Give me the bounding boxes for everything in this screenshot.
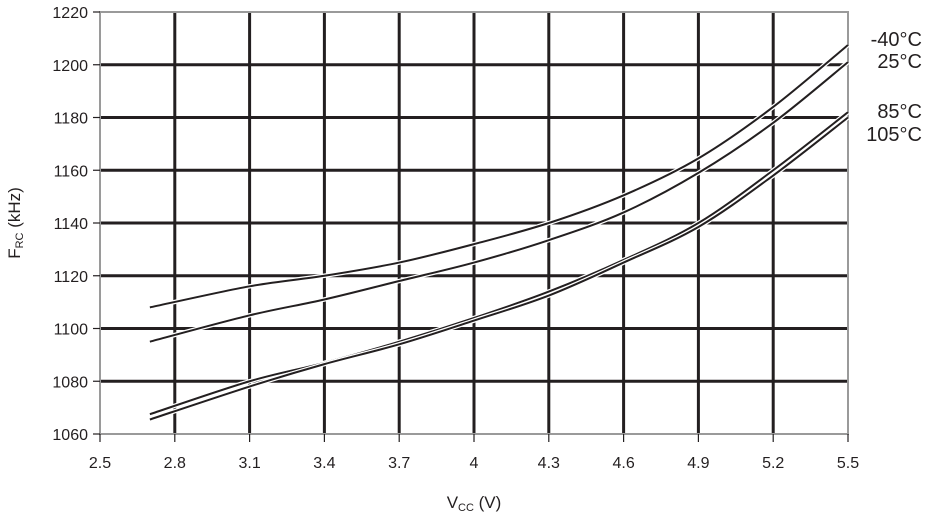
x-tick-label: 3.1 — [238, 455, 260, 472]
y-tick-label: 1200 — [52, 58, 88, 75]
series-line-halo — [149, 60, 850, 344]
x-tick-label: 4.6 — [612, 455, 634, 472]
series-label: -40°C — [871, 29, 922, 51]
series-line — [149, 116, 849, 421]
axis-ticks: 1060 1080 1100 1120 1140 1160 1180 1200 1220 2.5 2… — [52, 5, 859, 472]
x-tick-label: 4.9 — [687, 455, 709, 472]
series-label: 105°C — [866, 124, 922, 146]
y-tick-label: 1220 — [52, 5, 88, 22]
x-tick-label: 5.5 — [837, 455, 859, 472]
grid — [99, 11, 849, 435]
x-tick-label: 5.2 — [762, 455, 784, 472]
x-axis-label: VCC (V) — [447, 493, 502, 514]
y-tick-label: 1120 — [54, 269, 89, 286]
series-label: 25°C — [877, 51, 922, 73]
y-tick-label: 1160 — [54, 163, 89, 180]
series-line-halo — [149, 110, 850, 417]
y-axis-label: FRC (kHz) — [5, 187, 26, 259]
y-tick-label: 1060 — [52, 427, 88, 444]
series-line — [149, 61, 849, 343]
series-line — [149, 111, 849, 416]
y-tick-label: 1140 — [54, 216, 89, 233]
x-tick-label: 4 — [470, 455, 479, 472]
x-tick-label: 2.5 — [89, 455, 111, 472]
series-line — [149, 44, 849, 309]
x-tick-label: 4.3 — [538, 455, 560, 472]
series-line-halo — [149, 43, 850, 310]
x-tick-label: 3.7 — [388, 455, 410, 472]
x-tick-label: 2.8 — [164, 455, 186, 472]
series-label: 85°C — [877, 101, 922, 123]
y-tick-label: 1180 — [54, 111, 89, 128]
series-lines — [149, 43, 850, 422]
y-tick-label: 1080 — [52, 374, 88, 391]
y-tick-label: 1100 — [54, 322, 89, 339]
series-line-halo — [149, 115, 850, 422]
x-tick-label: 3.4 — [313, 455, 335, 472]
